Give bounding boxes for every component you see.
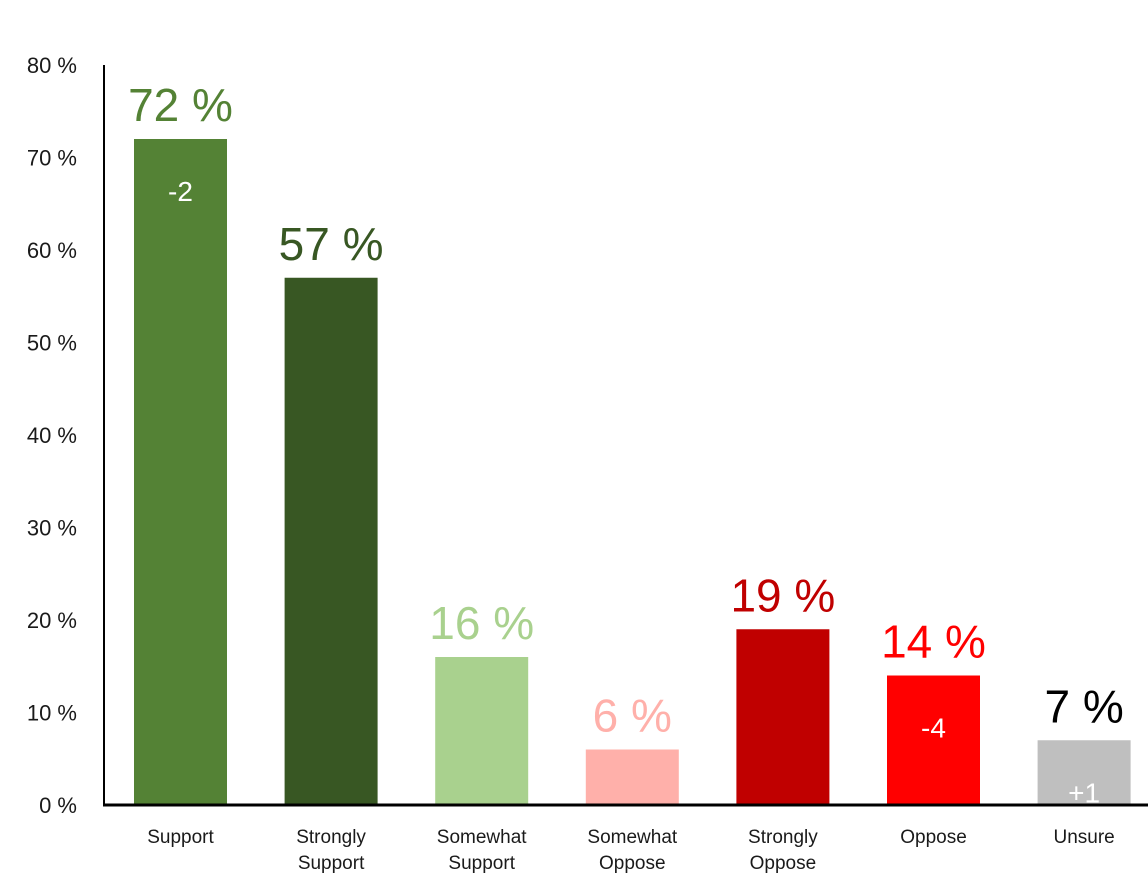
bar bbox=[284, 277, 378, 805]
value-label: 6 % bbox=[593, 690, 672, 742]
bar bbox=[887, 675, 980, 805]
category-label: Oppose bbox=[900, 827, 967, 848]
bar bbox=[1037, 740, 1131, 805]
category-label: Somewhat Support bbox=[437, 827, 527, 874]
value-label: 19 % bbox=[730, 569, 835, 621]
value-label: 72 % bbox=[128, 79, 233, 131]
bar bbox=[585, 749, 679, 805]
bar bbox=[435, 657, 529, 805]
y-tick-label: 40 % bbox=[27, 423, 77, 448]
category-label: Unsure bbox=[1053, 827, 1114, 848]
y-tick-label: 60 % bbox=[27, 238, 77, 263]
value-label: 14 % bbox=[881, 616, 986, 668]
value-label: 57 % bbox=[279, 218, 384, 270]
y-tick-label: 30 % bbox=[27, 516, 77, 541]
category-label: Somewhat Oppose bbox=[587, 827, 677, 874]
y-tick-label: 50 % bbox=[27, 331, 77, 356]
bars: 72 % -2 57 % 16 % 6 % 19 % 14 % -4 7 % +1 bbox=[128, 79, 1131, 808]
y-tick-label: 70 % bbox=[27, 146, 77, 171]
value-label: 7 % bbox=[1044, 680, 1123, 732]
category-label: Support bbox=[147, 827, 214, 848]
y-tick-label: 0 % bbox=[39, 793, 77, 818]
y-tick-label: 10 % bbox=[27, 701, 77, 726]
y-tick-label: 20 % bbox=[27, 608, 77, 633]
change-label: -2 bbox=[168, 176, 193, 207]
x-axis: Support Strongly Support Somewhat Support Som… bbox=[103, 803, 1148, 874]
bar bbox=[134, 139, 227, 805]
value-label: 16 % bbox=[429, 597, 534, 649]
y-axis: 0 % 10 % 20 % 30 % 40 % 50 % 60 % 70 % 80 % bbox=[27, 53, 105, 818]
category-label: Strongly Support bbox=[296, 827, 366, 874]
bar bbox=[736, 629, 830, 805]
y-tick-label: 80 % bbox=[27, 53, 77, 78]
change-label: -4 bbox=[921, 713, 946, 744]
change-label: +1 bbox=[1068, 777, 1100, 808]
category-label: Strongly Oppose bbox=[748, 827, 818, 874]
